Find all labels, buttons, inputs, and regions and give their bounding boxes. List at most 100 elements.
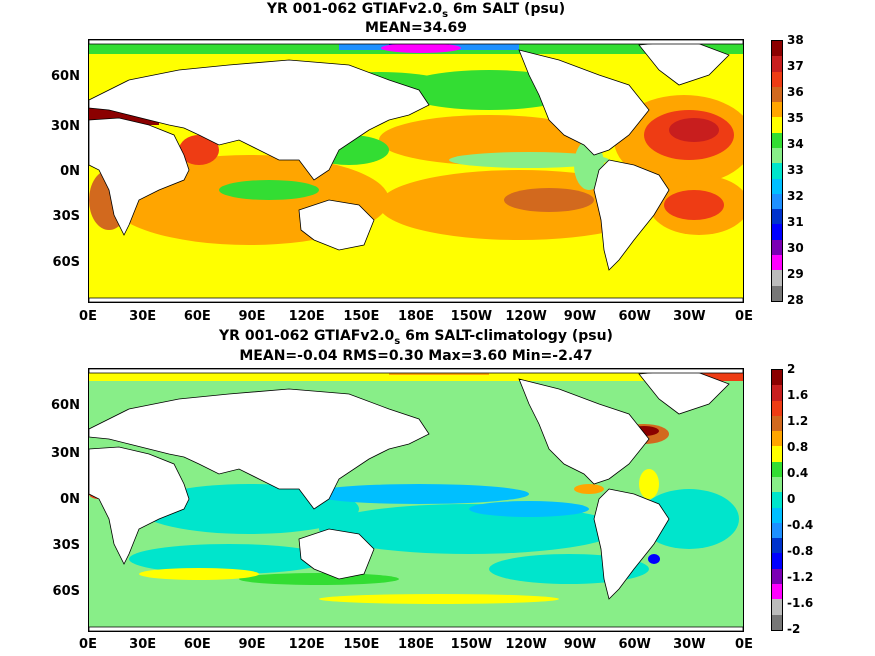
colorbar-swatch: [772, 476, 782, 493]
panel2-lat-30s: 30S: [52, 538, 80, 553]
colorbar-label: 31: [787, 215, 804, 229]
panel1-lon-label: 120E: [288, 309, 325, 324]
colorbar-swatch: [772, 507, 782, 523]
colorbar-swatch: [772, 178, 782, 194]
panel1-colorbar: [771, 40, 783, 302]
colorbar-label: 1.2: [787, 414, 809, 428]
colorbar-label: 34: [787, 137, 804, 151]
panel1-lat-30s: 30S: [52, 209, 80, 224]
colorbar-swatch: [772, 553, 782, 569]
panel1-lon-label: 90E: [238, 309, 266, 324]
panel2-lat-60s: 60S: [52, 584, 80, 599]
colorbar-swatch: [772, 522, 782, 539]
panel2-title: YR 001-062 GTIAFv2.0s 6m SALT-climatolog…: [219, 328, 613, 347]
colorbar-swatch: [772, 492, 782, 508]
panel2-lon-label: 0E: [79, 637, 97, 652]
panel1-lon-label: 60W: [618, 309, 651, 324]
colorbar-label: 33: [787, 163, 804, 177]
panel2-lon-label: 120W: [505, 637, 547, 652]
colorbar-swatch: [772, 400, 782, 416]
panel2-lon-label: 60W: [618, 637, 651, 652]
panel1-lat-60s: 60S: [52, 255, 80, 270]
colorbar-label: 29: [787, 267, 804, 281]
colorbar-swatch: [772, 163, 782, 179]
colorbar-label: 35: [787, 111, 804, 125]
colorbar-label: 1.6: [787, 388, 809, 402]
panel1-lat-0n: 0N: [60, 164, 80, 179]
panel2-lon-label: 90W: [563, 637, 597, 652]
panel2-lon-label: 150W: [450, 637, 493, 652]
panel1-lon-label: 30E: [129, 309, 157, 324]
panel2-lat-30n: 30N: [51, 446, 80, 461]
panel2-lat-60n: 60N: [51, 398, 80, 413]
panel2-lon-label: 120E: [288, 637, 325, 652]
colorbar-label: 0: [787, 492, 796, 506]
colorbar-swatch: [772, 147, 782, 164]
colorbar-label: -1.6: [787, 596, 814, 610]
colorbar-swatch: [772, 538, 782, 554]
colorbar-swatch: [772, 102, 782, 118]
colorbar-swatch: [772, 270, 782, 286]
colorbar-label: 32: [787, 189, 804, 203]
panel2-lat-0n: 0N: [60, 492, 80, 507]
colorbar-swatch: [772, 86, 782, 103]
panel2-colorbar: [771, 369, 783, 631]
panel2-lon-label: 150E: [343, 637, 380, 652]
colorbar-label: -2: [787, 622, 801, 636]
panel1-lat-30n: 30N: [51, 119, 80, 134]
panel2-lon-label: 30E: [129, 637, 157, 652]
colorbar-swatch: [772, 599, 782, 615]
panel2-lon-label: 60E: [183, 637, 211, 652]
colorbar-label: 28: [787, 293, 804, 307]
colorbar-label: 2: [787, 362, 796, 376]
colorbar-swatch: [772, 568, 782, 584]
colorbar-swatch: [772, 583, 782, 600]
panel1-title: YR 001-062 GTIAFv2.0s 6m SALT (psu): [266, 1, 566, 20]
colorbar-swatch: [772, 56, 782, 72]
colorbar-label: 0.8: [787, 440, 809, 454]
colorbar-swatch: [772, 431, 782, 447]
panel2-lon-label: 0E: [735, 637, 753, 652]
panel1-lon-label: 0E: [735, 309, 753, 324]
panel2-stats: MEAN=-0.04 RMS=0.30 Max=3.60 Min=-2.47: [239, 348, 593, 364]
panel2-lon-label: 30W: [673, 637, 706, 652]
panel1-lat-60n: 60N: [51, 69, 80, 84]
colorbar-swatch: [772, 71, 782, 87]
colorbar-swatch: [772, 239, 782, 255]
colorbar-swatch: [772, 254, 782, 271]
panel1-lon-label: 30W: [673, 309, 706, 324]
panel1-lon-label: 120W: [505, 309, 547, 324]
colorbar-label: 37: [787, 59, 804, 73]
panel1-stats: MEAN=34.69: [364, 20, 468, 36]
colorbar-swatch: [772, 132, 782, 148]
colorbar-swatch: [772, 193, 782, 210]
colorbar-swatch: [772, 385, 782, 401]
panel1-lon-label: 150W: [450, 309, 493, 324]
panel1-lon-label: 180E: [397, 309, 435, 324]
colorbar-swatch: [772, 415, 782, 432]
panel1-map: [88, 39, 744, 303]
colorbar-swatch: [772, 209, 782, 225]
colorbar-label: 36: [787, 85, 804, 99]
panel2-lon-label: 90E: [238, 637, 266, 652]
colorbar-label: -0.8: [787, 544, 814, 558]
panel1-lon-label: 60E: [183, 309, 211, 324]
colorbar-swatch: [772, 446, 782, 462]
colorbar-swatch: [772, 285, 782, 301]
colorbar-label: -1.2: [787, 570, 814, 584]
colorbar-swatch: [772, 117, 782, 133]
colorbar-swatch: [772, 224, 782, 240]
colorbar-label: 0.4: [787, 466, 809, 480]
panel2-lon-label: 180E: [397, 637, 435, 652]
colorbar-swatch: [772, 41, 782, 57]
colorbar-label: 38: [787, 33, 804, 47]
colorbar-swatch: [772, 370, 782, 386]
colorbar-swatch: [772, 461, 782, 477]
colorbar-label: 30: [787, 241, 804, 255]
panel1-lon-label: 150E: [343, 309, 380, 324]
colorbar-label: -0.4: [787, 518, 814, 532]
panel1-lon-label: 0E: [79, 309, 97, 324]
panel1-lon-label: 90W: [563, 309, 597, 324]
panel2-map: [88, 368, 744, 632]
colorbar-swatch: [772, 614, 782, 630]
